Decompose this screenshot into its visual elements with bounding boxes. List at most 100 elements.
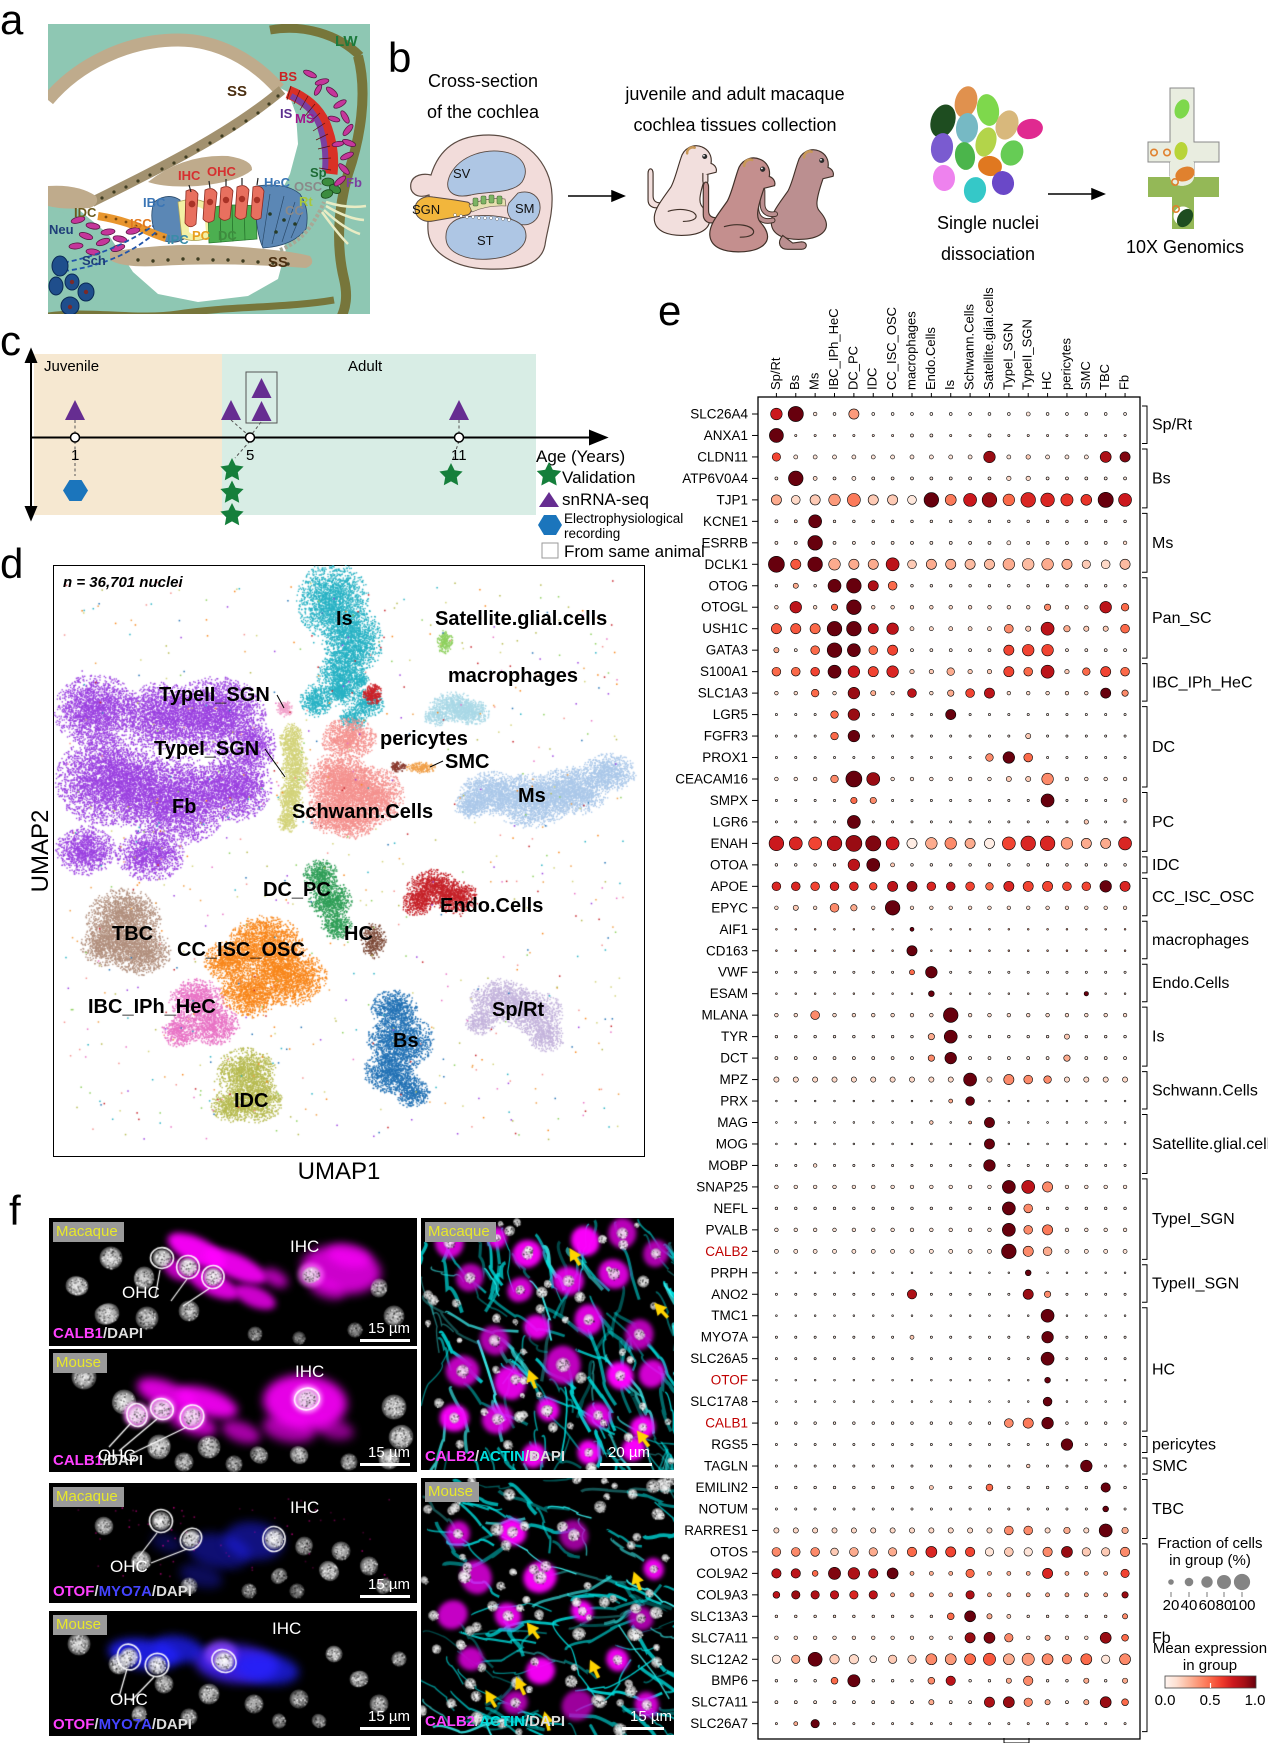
svg-text:80: 80 [1216, 1597, 1233, 1614]
svg-text:SMC: SMC [1152, 1458, 1188, 1475]
svg-text:NEFL: NEFL [713, 1201, 748, 1216]
svg-text:Schwann.Cells: Schwann.Cells [962, 304, 977, 390]
svg-text:SLC13A3: SLC13A3 [690, 1609, 748, 1624]
svg-text:DC: DC [218, 228, 237, 243]
svg-text:MOBP: MOBP [708, 1158, 748, 1173]
svg-text:1: 1 [71, 447, 79, 464]
svg-text:macrophages: macrophages [903, 311, 918, 390]
svg-text:PC: PC [1152, 814, 1174, 831]
svg-text:SMC: SMC [1078, 361, 1093, 390]
svg-text:KCNE1: KCNE1 [703, 514, 748, 529]
svg-text:CLDN11: CLDN11 [697, 449, 748, 464]
svg-text:AIF1: AIF1 [719, 922, 748, 937]
svg-text:CALB1: CALB1 [705, 1416, 748, 1431]
svg-text:IBC: IBC [143, 195, 166, 210]
svg-text:SS: SS [227, 83, 247, 100]
svg-text:ESAM: ESAM [710, 986, 748, 1001]
svg-text:PROX1: PROX1 [702, 750, 748, 765]
svg-text:S100A1: S100A1 [700, 664, 748, 679]
svg-text:Sp/Rt: Sp/Rt [768, 357, 783, 390]
svg-text:Bs: Bs [1152, 470, 1171, 487]
svg-text:pericytes: pericytes [1058, 337, 1073, 390]
svg-text:CD163: CD163 [706, 943, 748, 958]
svg-text:LGR6: LGR6 [713, 814, 748, 829]
svg-text:OTOS: OTOS [710, 1544, 748, 1559]
svg-text:Fb: Fb [346, 175, 362, 190]
svg-text:VWF: VWF [718, 965, 748, 980]
svg-text:HC: HC [1039, 371, 1054, 390]
svg-text:TJP1: TJP1 [716, 492, 748, 507]
svg-text:DC: DC [1152, 739, 1175, 756]
svg-text:Age (Years): Age (Years) [536, 447, 625, 466]
svg-text:Rt: Rt [299, 194, 313, 209]
svg-text:Adult: Adult [348, 358, 383, 375]
svg-text:SGN: SGN [412, 202, 440, 217]
svg-text:Bs: Bs [787, 374, 802, 390]
svg-text:in group (%): in group (%) [1169, 1552, 1251, 1569]
svg-text:USH1C: USH1C [702, 621, 748, 636]
svg-text:TypeII_SGN: TypeII_SGN [1020, 319, 1035, 390]
svg-text:MS: MS [295, 111, 315, 126]
svg-text:GATA3: GATA3 [706, 643, 748, 658]
svg-text:PVALB: PVALB [705, 1222, 748, 1237]
svg-text:IBC_IPh_HeC: IBC_IPh_HeC [826, 308, 841, 390]
svg-text:IDC: IDC [865, 368, 880, 390]
svg-text:TMC1: TMC1 [711, 1308, 748, 1323]
svg-text:SLC26A4: SLC26A4 [690, 407, 748, 422]
svg-text:HeC: HeC [264, 175, 291, 190]
svg-text:BMP6: BMP6 [711, 1673, 748, 1688]
svg-text:100: 100 [1230, 1597, 1255, 1614]
svg-text:TYR: TYR [721, 1029, 748, 1044]
svg-text:LGR5: LGR5 [713, 707, 748, 722]
svg-text:IBC_IPh_HeC: IBC_IPh_HeC [1152, 674, 1253, 691]
svg-text:ISC: ISC [130, 216, 152, 231]
svg-text:TAGLN: TAGLN [704, 1459, 748, 1474]
svg-text:ANO2: ANO2 [711, 1287, 748, 1302]
svg-text:CC_ISC_OSC: CC_ISC_OSC [1152, 889, 1254, 906]
svg-text:pericytes: pericytes [1152, 1437, 1216, 1454]
svg-text:SLC26A7: SLC26A7 [690, 1716, 748, 1731]
svg-text:OTOG: OTOG [708, 578, 748, 593]
svg-text:SV: SV [453, 166, 471, 181]
svg-text:SS: SS [268, 254, 288, 271]
svg-text:Neu: Neu [49, 222, 74, 237]
svg-text:SLC1A3: SLC1A3 [698, 686, 748, 701]
svg-text:PRX: PRX [720, 1094, 748, 1109]
svg-text:PC: PC [192, 228, 211, 243]
svg-text:SLC12A2: SLC12A2 [690, 1652, 748, 1667]
svg-text:COL9A3: COL9A3 [696, 1587, 748, 1602]
svg-text:recording: recording [564, 526, 620, 541]
svg-text:IDC: IDC [1152, 857, 1180, 874]
svg-text:MLANA: MLANA [701, 1008, 748, 1023]
svg-text:MYO7A: MYO7A [701, 1330, 748, 1345]
svg-text:SLC26A5: SLC26A5 [690, 1351, 748, 1366]
svg-text:macrophages: macrophages [1152, 932, 1249, 949]
svg-text:60: 60 [1199, 1597, 1216, 1614]
svg-text:Electrophysiological: Electrophysiological [564, 511, 683, 526]
svg-text:TBC: TBC [1097, 364, 1112, 390]
svg-text:CALB2: CALB2 [705, 1244, 748, 1259]
svg-text:DC_PC: DC_PC [845, 346, 860, 390]
svg-text:40: 40 [1181, 1597, 1198, 1614]
svg-text:NOTUM: NOTUM [699, 1501, 749, 1516]
svg-text:Satellite.glial.cells: Satellite.glial.cells [1152, 1136, 1268, 1153]
svg-text:Schwann.Cells: Schwann.Cells [1152, 1082, 1258, 1099]
svg-text:TypeII_SGN: TypeII_SGN [1152, 1276, 1239, 1293]
svg-text:Ms: Ms [807, 372, 822, 390]
svg-text:SLC7A11: SLC7A11 [691, 1695, 748, 1710]
svg-text:Validation: Validation [562, 468, 635, 487]
svg-text:CC: CC [285, 203, 304, 218]
svg-text:Sp/Rt: Sp/Rt [1152, 417, 1193, 434]
svg-text:in group: in group [1183, 1657, 1237, 1674]
svg-text:TypeI_SGN: TypeI_SGN [1152, 1211, 1235, 1228]
svg-text:MOG: MOG [716, 1136, 748, 1151]
svg-text:IHC: IHC [178, 168, 201, 183]
svg-text:SM: SM [515, 201, 535, 216]
svg-text:Is: Is [942, 379, 957, 390]
svg-text:0.0: 0.0 [1155, 1692, 1176, 1709]
svg-text:EMILIN2: EMILIN2 [695, 1480, 748, 1495]
svg-text:SLC17A8: SLC17A8 [690, 1394, 748, 1409]
svg-text:snRNA-seq: snRNA-seq [562, 490, 649, 509]
svg-text:OHC: OHC [207, 164, 237, 179]
svg-text:SMPX: SMPX [710, 793, 748, 808]
